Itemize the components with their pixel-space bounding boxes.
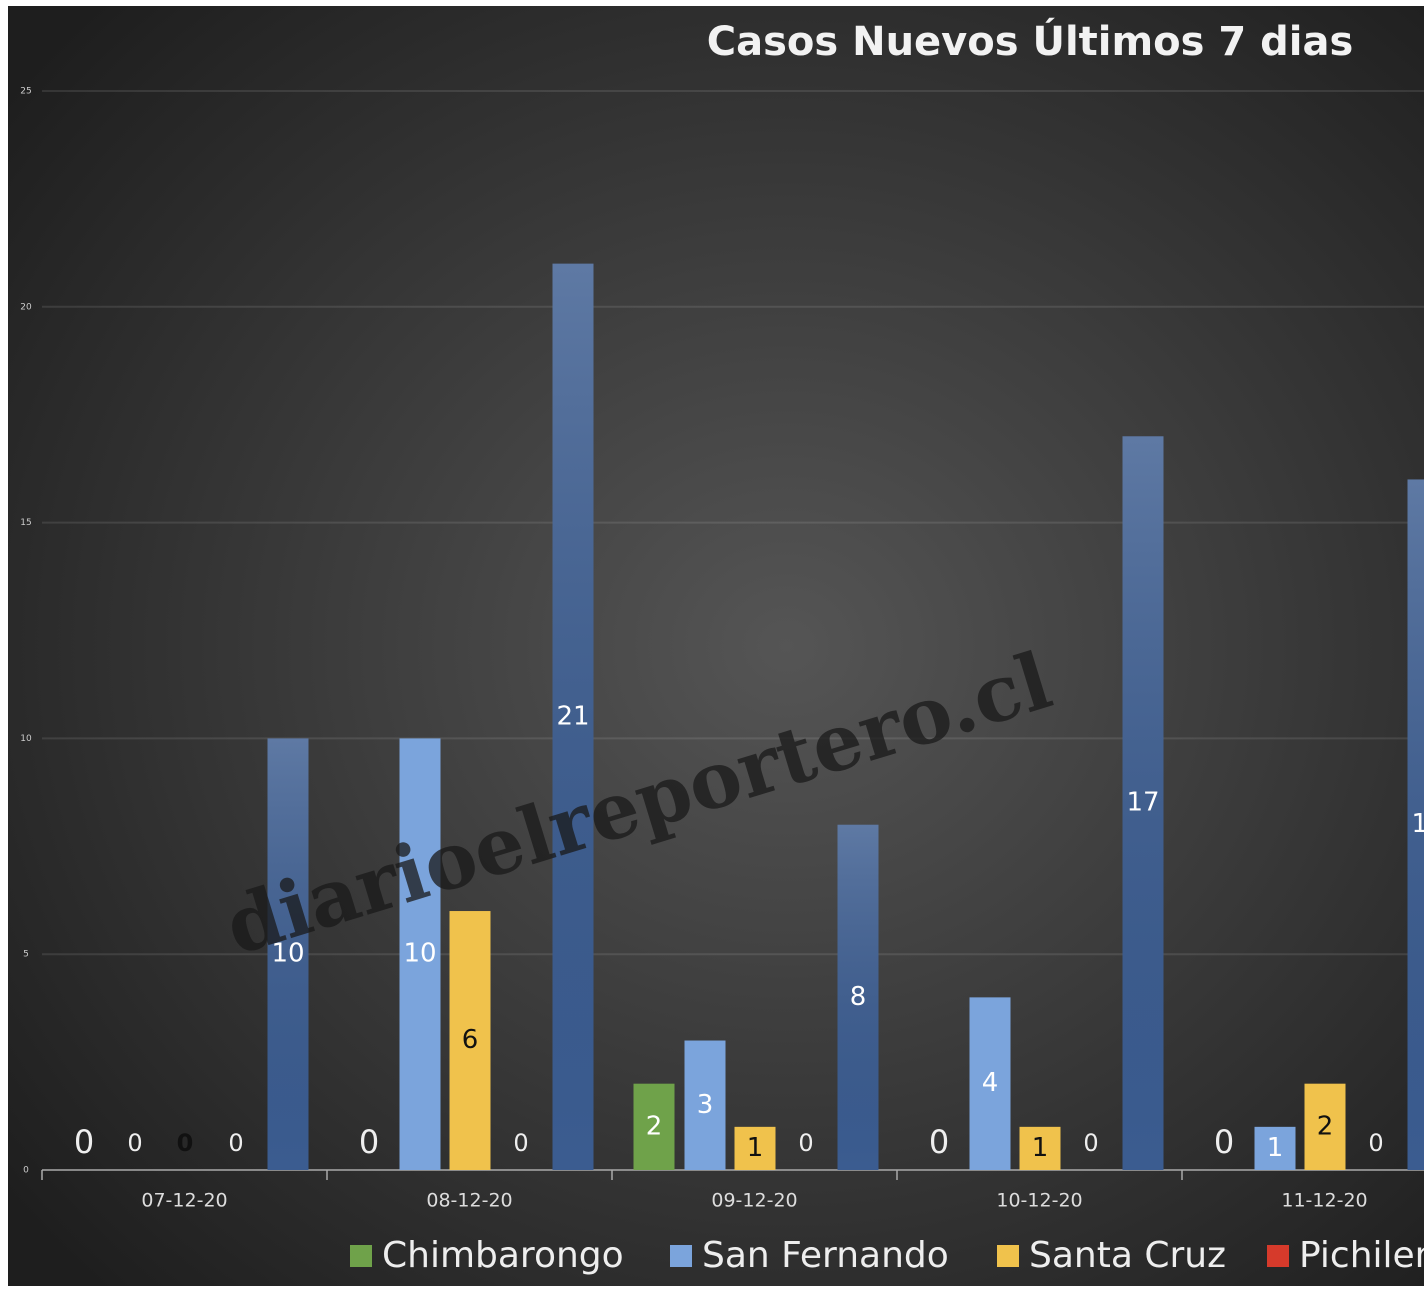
- x-tick-label: 10-12-20: [996, 1190, 1082, 1212]
- x-tick-label: 11-12-20: [1281, 1190, 1367, 1212]
- x-tick-label: 09-12-20: [711, 1190, 797, 1212]
- data-label: 1: [747, 1133, 764, 1163]
- bar: [399, 738, 441, 1170]
- data-label: 0: [798, 1129, 813, 1157]
- data-label: 0: [1368, 1129, 1383, 1157]
- data-label: 10: [271, 939, 304, 969]
- bar-shade: [837, 824, 879, 1170]
- bar: [969, 997, 1011, 1170]
- x-tick-label: 07-12-20: [141, 1190, 227, 1212]
- bar-shade: [1122, 436, 1164, 1170]
- legend-label: Pichilemu: [1299, 1235, 1424, 1276]
- data-label: 0: [127, 1129, 142, 1157]
- y-tick-label: 25: [20, 87, 31, 97]
- data-label: 0: [359, 1123, 379, 1161]
- bar-shade: [552, 263, 594, 1170]
- data-label: 4: [982, 1068, 999, 1098]
- bar-shade: [1407, 479, 1424, 1170]
- data-label: 0: [929, 1123, 949, 1161]
- y-tick-label: 20: [20, 302, 32, 312]
- data-label: 0: [177, 1129, 194, 1157]
- legend-label: San Fernando: [702, 1235, 949, 1276]
- data-label: 17: [1126, 788, 1159, 818]
- data-label: 1: [1032, 1133, 1049, 1163]
- y-tick-label: 15: [20, 518, 31, 528]
- bar: [449, 911, 491, 1170]
- bar: [1254, 1126, 1296, 1170]
- bar: [633, 1083, 675, 1170]
- legend-swatch: [350, 1245, 372, 1267]
- y-tick-label: 10: [20, 734, 32, 744]
- data-label: 2: [646, 1111, 663, 1141]
- chart-title: Casos Nuevos Últimos 7 dias: [707, 17, 1354, 65]
- data-label: 16: [1411, 809, 1424, 839]
- bar-shade: [267, 738, 309, 1170]
- data-label: 0: [228, 1129, 243, 1157]
- bar: [1304, 1083, 1346, 1170]
- legend-label: Santa Cruz: [1029, 1235, 1226, 1276]
- bar: [684, 1040, 726, 1170]
- data-label: 1: [1267, 1133, 1284, 1163]
- data-label: 6: [462, 1025, 479, 1055]
- legend-swatch: [670, 1245, 692, 1267]
- legend-swatch: [997, 1245, 1019, 1267]
- data-label: 21: [556, 701, 589, 731]
- legend-label: Chimbarongo: [382, 1235, 624, 1276]
- y-tick-label: 5: [23, 950, 29, 960]
- x-tick-label: 08-12-20: [426, 1190, 512, 1212]
- data-label: 2: [1317, 1111, 1334, 1141]
- data-label: 3: [697, 1090, 714, 1120]
- data-label: 0: [1083, 1129, 1098, 1157]
- data-label: 10: [403, 939, 436, 969]
- legend-swatch: [1267, 1245, 1289, 1267]
- bar: [734, 1126, 776, 1170]
- data-label: 0: [1214, 1123, 1234, 1161]
- y-tick-label: 0: [23, 1166, 29, 1176]
- data-label: 0: [74, 1123, 94, 1161]
- data-label: 0: [513, 1129, 528, 1157]
- bar: [1019, 1126, 1061, 1170]
- data-label: 8: [850, 982, 867, 1012]
